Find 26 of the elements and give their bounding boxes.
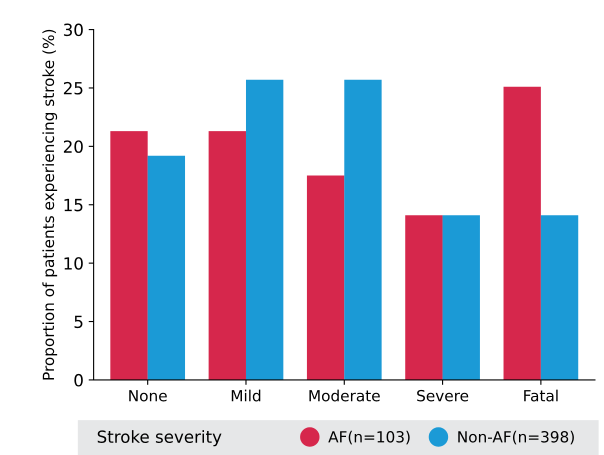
x-tick-label: None xyxy=(129,390,167,402)
bar xyxy=(504,86,541,380)
bar xyxy=(442,215,480,380)
bar xyxy=(540,215,578,380)
y-tick-label: 5 xyxy=(74,316,82,328)
y-tick-label: 10 xyxy=(64,257,83,270)
x-axis-title: Stroke severity xyxy=(98,430,222,446)
legend-label: AF(n=103) xyxy=(328,430,410,444)
y-tick-label: 15 xyxy=(64,198,82,212)
bar xyxy=(208,131,246,380)
legend-label: Non-AF(n=398) xyxy=(458,430,574,444)
y-tick-label: 0 xyxy=(74,374,83,386)
y-axis-title: Proportion of patients experiencing stroke (%) xyxy=(42,30,58,380)
y-tick-label: 20 xyxy=(64,140,83,153)
bar xyxy=(306,176,344,380)
x-tick-label: Severe xyxy=(417,390,468,402)
x-tick-label: Moderate xyxy=(309,390,380,402)
x-tick-label: Mild xyxy=(232,390,260,402)
bar xyxy=(246,80,284,380)
y-tick-label: 30 xyxy=(64,24,83,36)
bar xyxy=(405,215,443,380)
bar xyxy=(110,131,148,380)
bar xyxy=(148,156,186,380)
y-tick-label: 25 xyxy=(64,82,82,95)
bar xyxy=(344,80,382,380)
x-tick-label: Fatal xyxy=(524,390,558,402)
